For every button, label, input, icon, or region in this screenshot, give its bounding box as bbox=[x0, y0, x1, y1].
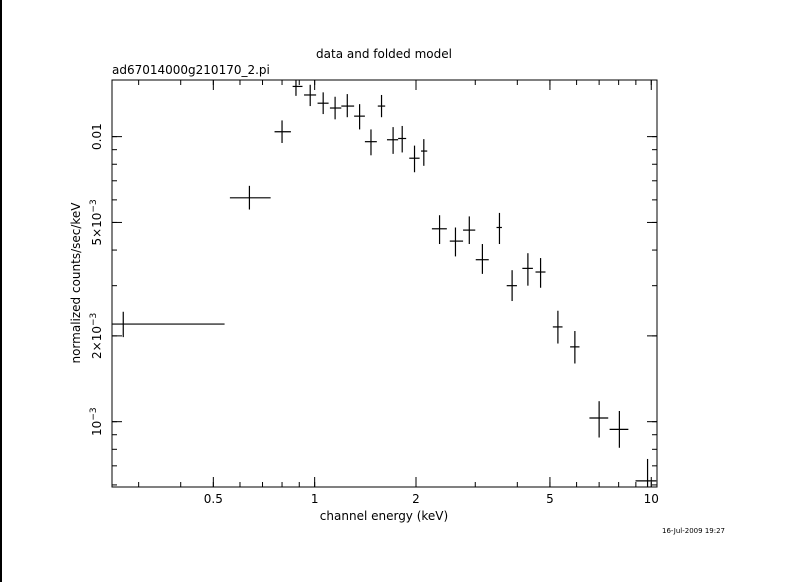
x-tick-label: 0.5 bbox=[204, 492, 223, 506]
data-point bbox=[398, 125, 407, 153]
data-point bbox=[449, 227, 464, 257]
chart-title: data and folded model bbox=[316, 47, 452, 61]
x-axis-label: channel energy (keV) bbox=[320, 509, 448, 523]
data-point bbox=[496, 212, 502, 245]
x-tick-label: 5 bbox=[546, 492, 554, 506]
y-tick-label: 0.01 bbox=[90, 123, 104, 150]
data-point bbox=[609, 411, 629, 448]
x-tick-label: 2 bbox=[412, 492, 420, 506]
data-point bbox=[506, 270, 517, 302]
data-point bbox=[409, 145, 420, 173]
data-point bbox=[377, 94, 386, 118]
y-tick-label: 2×10−3 bbox=[89, 313, 104, 359]
data-point bbox=[341, 94, 355, 118]
x-tick-label: 10 bbox=[644, 492, 659, 506]
plot-frame bbox=[111, 79, 658, 488]
x-tick-label: 1 bbox=[311, 492, 319, 506]
data-point bbox=[229, 185, 271, 210]
data-point bbox=[463, 216, 476, 245]
data-point bbox=[589, 401, 609, 438]
data-point bbox=[274, 120, 291, 143]
data-point bbox=[635, 458, 657, 487]
data-points bbox=[112, 80, 657, 487]
y-axis-ticks: 10−3 2×10−3 5×10−3 0.01 bbox=[89, 123, 657, 486]
x-axis-ticks: 0.5 1 2 5 10 bbox=[138, 80, 659, 506]
data-point bbox=[364, 129, 377, 156]
timestamp: 16-Jul-2009 19:27 bbox=[662, 527, 725, 535]
data-point bbox=[354, 104, 365, 130]
data-point bbox=[317, 92, 329, 115]
data-point bbox=[292, 80, 303, 96]
data-point bbox=[552, 310, 563, 344]
window-left-border bbox=[0, 0, 2, 582]
data-point bbox=[522, 253, 533, 286]
data-point bbox=[421, 139, 428, 166]
y-tick-label: 5×10−3 bbox=[89, 199, 104, 245]
data-point bbox=[431, 215, 447, 245]
data-point bbox=[570, 331, 580, 364]
data-point bbox=[329, 96, 342, 120]
data-point bbox=[304, 84, 317, 107]
y-tick-label: 10−3 bbox=[89, 407, 104, 436]
y-axis-label: normalized counts/sec/keV bbox=[69, 202, 83, 364]
data-point bbox=[475, 244, 489, 274]
data-point bbox=[535, 258, 546, 288]
data-point bbox=[112, 311, 225, 338]
data-point bbox=[386, 127, 399, 154]
chart-subtitle: ad67014000g210170_2.pi bbox=[112, 63, 270, 77]
